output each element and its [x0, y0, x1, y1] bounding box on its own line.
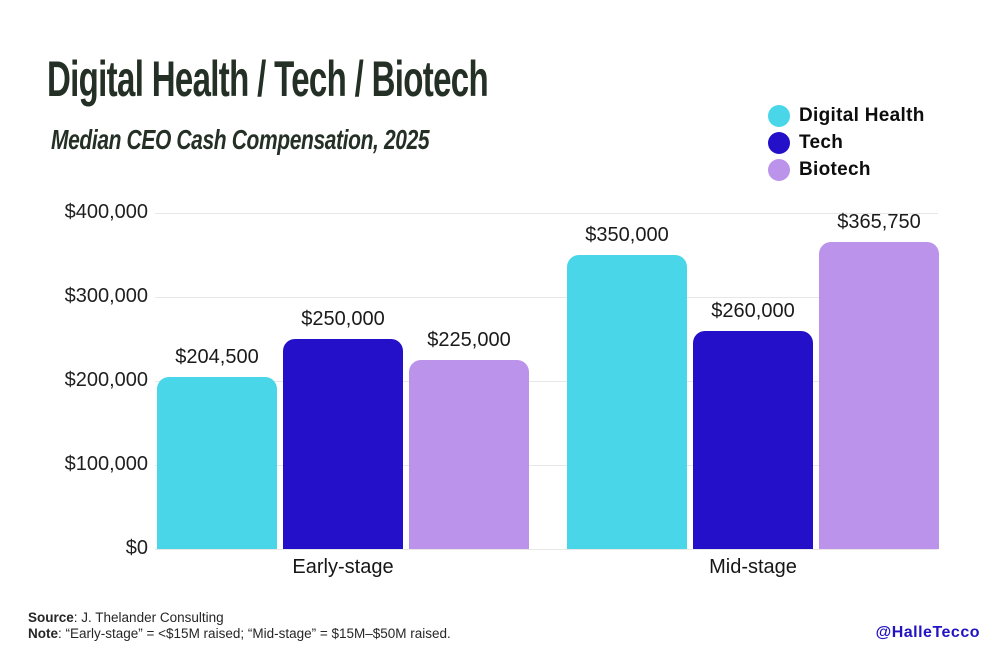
legend-item: Tech	[768, 131, 925, 154]
bar-early-stage-digital-health	[157, 377, 277, 549]
bar-value-label: $250,000	[301, 308, 385, 330]
y-axis-tick-label: $400,000	[64, 201, 148, 223]
gridline	[155, 212, 938, 214]
legend-label: Biotech	[799, 158, 871, 180]
plot-area: $204,500 $250,000 $225,000 $350,000 $260,000…	[155, 211, 939, 550]
x-axis-category-label: Early-stage	[292, 556, 394, 578]
chart-subtitle: Median CEO Cash Compensation, 2025	[51, 124, 430, 155]
legend-item: Biotech	[768, 158, 925, 181]
legend-swatch-circle-icon	[768, 104, 790, 127]
definition-note: Note: “Early-stage” = <$15M raised; “Mid…	[28, 625, 451, 641]
x-axis-category-label: Mid-stage	[709, 556, 797, 578]
chart-title: Digital Health / Tech / Biotech	[47, 51, 489, 107]
bar-value-label: $260,000	[711, 299, 795, 322]
bar-value-label: $365,750	[837, 210, 921, 233]
legend-swatch-circle-icon	[768, 158, 790, 181]
legend-label: Tech	[799, 131, 844, 153]
legend-item: Digital Health	[768, 104, 925, 127]
legend-swatch-circle-icon	[768, 131, 790, 154]
footnotes: Source: J. Thelander Consulting Note: “E…	[28, 610, 451, 641]
bar-mid-stage-biotech	[819, 241, 939, 549]
bar-early-stage-tech	[283, 339, 403, 549]
y-axis-tick-label: $200,000	[64, 369, 148, 391]
legend: Digital Health Tech Biotech	[768, 104, 925, 181]
gridline	[155, 380, 938, 382]
bar-early-stage-biotech	[409, 360, 529, 549]
gridline	[155, 464, 938, 466]
bar-value-label: $225,000	[427, 329, 511, 351]
bar-mid-stage-tech	[693, 330, 813, 549]
author-handle: @HalleTecco	[875, 624, 980, 641]
y-axis-tick-label: $100,000	[64, 453, 148, 475]
y-axis-tick-label: $0	[125, 537, 148, 559]
gridline	[155, 296, 938, 298]
source-note: Source: J. Thelander Consulting	[28, 610, 224, 625]
bar-value-label: $204,500	[175, 346, 259, 369]
gridline	[155, 548, 938, 550]
y-axis-tick-label: $300,000	[64, 285, 148, 307]
bar-mid-stage-digital-health	[567, 255, 687, 549]
bar-value-label: $350,000	[585, 224, 669, 246]
legend-label: Digital Health	[799, 104, 925, 126]
